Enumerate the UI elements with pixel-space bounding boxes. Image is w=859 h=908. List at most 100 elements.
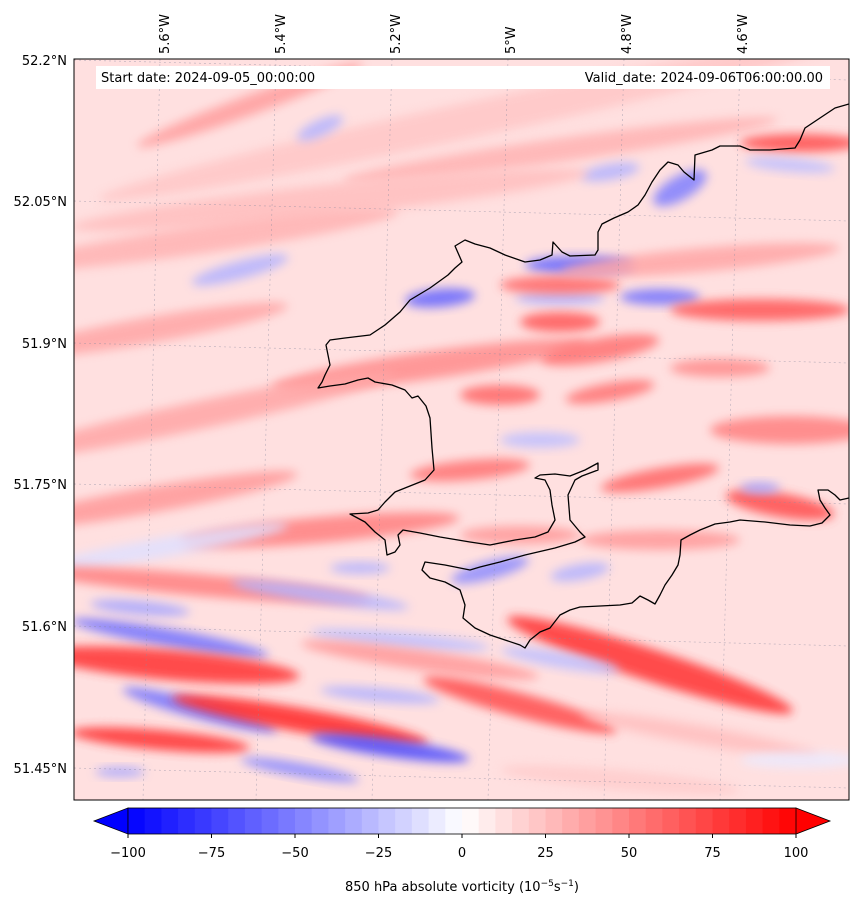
- negative-vorticity-band: [74, 523, 289, 573]
- lat-label: 51.45°N: [14, 762, 67, 777]
- positive-vorticity-band: [342, 117, 778, 183]
- lat-label: 52.05°N: [14, 195, 67, 210]
- cbar-tick-label: 25: [537, 846, 554, 861]
- meridian-line: [255, 59, 277, 800]
- plot-area: Start date: 2024-09-05_00:00:00 Valid_da…: [73, 58, 850, 801]
- positive-vorticity-band: [74, 727, 250, 753]
- meridian-line: [487, 59, 509, 800]
- colorbar-segment: [328, 808, 346, 834]
- colorbar-segment: [228, 808, 246, 834]
- colorbar-segment: [378, 808, 396, 834]
- colorbar-segment: [311, 808, 329, 834]
- colorbar-segment: [662, 808, 680, 834]
- colorbar-max-extend: [795, 807, 832, 835]
- cbar-tick-label: 50: [621, 846, 638, 861]
- positive-vorticity-band: [74, 168, 589, 232]
- negative-vorticity-band: [451, 556, 529, 584]
- positive-vorticity-band: [500, 276, 620, 294]
- colorbar-segment: [679, 808, 697, 834]
- colorbar-segment: [779, 808, 797, 834]
- colorbar-segment: [345, 808, 363, 834]
- coastline-north: [317, 103, 849, 649]
- negative-vorticity-band: [745, 156, 835, 174]
- lat-label: 51.75°N: [14, 478, 67, 493]
- lon-label: 4.8°W: [620, 14, 635, 54]
- negative-vorticity-band: [95, 767, 145, 777]
- colorbar-tick-labels: −100 −75 −50 −25 0 25 50 75 100: [110, 846, 808, 861]
- positive-vorticity-band: [560, 242, 840, 278]
- colorbar-ticks: [127, 834, 797, 838]
- positive-vorticity-band: [507, 616, 793, 714]
- lon-label: 5.4°W: [274, 14, 289, 54]
- negative-vorticity-band: [405, 288, 475, 308]
- parallel-line: [74, 625, 849, 647]
- colorbar-segment: [578, 808, 597, 834]
- negative-vorticity-band: [515, 291, 605, 305]
- lat-label: 51.6°N: [22, 620, 67, 635]
- colorbar-segment: [411, 808, 430, 834]
- positive-vorticity-band: [423, 676, 617, 734]
- colorbar-segment: [161, 808, 179, 834]
- positive-vorticity-band: [171, 694, 429, 746]
- cbar-tick-label: 100: [784, 846, 809, 861]
- lon-label: 5°W: [504, 26, 519, 54]
- negative-vorticity-band: [620, 289, 700, 305]
- cbar-tick-label: 75: [704, 846, 721, 861]
- colorbar-segment: [695, 808, 713, 834]
- parallel-line: [74, 767, 849, 789]
- colorbar-segment: [645, 808, 663, 834]
- colorbar-segment: [762, 808, 780, 834]
- lon-label: 5.6°W: [158, 14, 173, 54]
- start-date-label: Start date: 2024-09-05_00:00:00: [101, 71, 315, 86]
- positive-vorticity-band: [725, 489, 835, 521]
- vorticity-field: [74, 59, 849, 795]
- cbar-tick-label: −75: [198, 846, 225, 861]
- positive-vorticity-band: [410, 458, 530, 482]
- colorbar-segment: [729, 808, 747, 834]
- negative-vorticity-band: [310, 733, 470, 763]
- negative-vorticity-band: [550, 562, 610, 582]
- colorbar-segment: [462, 808, 480, 834]
- positive-vorticity-band: [710, 416, 849, 444]
- meridian-line: [142, 59, 161, 800]
- parallel-line: [74, 200, 849, 222]
- colorbar-segment: [595, 808, 613, 834]
- colorbar-segment: [478, 808, 496, 834]
- colorbar-segment: [278, 808, 296, 834]
- negative-vorticity-band: [310, 628, 490, 652]
- cbar-tick-label: −100: [110, 846, 146, 861]
- colorbar-segment: [512, 808, 530, 834]
- negative-vorticity-band: [580, 162, 640, 182]
- colorbar-segment: [395, 808, 413, 834]
- positive-vorticity-band: [74, 646, 300, 684]
- colorbar-segment: [178, 808, 196, 834]
- positive-vorticity-band: [600, 463, 720, 493]
- colorbar-segment: [244, 808, 263, 834]
- colorbar-segment: [528, 808, 546, 834]
- colorbar-segment: [428, 808, 446, 834]
- colorbar-segment: [712, 808, 730, 834]
- colorbar-segment: [211, 808, 229, 834]
- colorbar-segment: [361, 808, 379, 834]
- valid-date-label: Valid_date: 2024-09-06T06:00:00.00: [585, 71, 823, 86]
- lat-label: 51.9°N: [22, 337, 67, 352]
- colorbar-segment: [261, 808, 279, 834]
- colorbar-segment: [445, 808, 463, 834]
- negative-vorticity-band: [191, 254, 289, 286]
- positive-vorticity-band: [74, 302, 288, 358]
- positive-vorticity-band: [74, 371, 396, 459]
- lat-label: 52.2°N: [22, 54, 67, 69]
- latitude-labels: 52.2°N 52.05°N 51.9°N 51.75°N 51.6°N 51.…: [14, 54, 67, 777]
- colorbar-segment: [144, 808, 162, 834]
- meridian-line: [719, 59, 741, 800]
- positive-vorticity-band: [565, 380, 655, 404]
- negative-vorticity-band: [90, 599, 190, 617]
- positive-vorticity-band: [520, 312, 600, 332]
- negative-vorticity-band: [330, 562, 390, 574]
- positive-vorticity-band: [580, 530, 740, 550]
- colorbar-label: 850 hPa absolute vorticity (10−5s−1): [345, 879, 579, 895]
- cbar-tick-label: −50: [281, 846, 308, 861]
- colorbar-segment: [495, 808, 513, 834]
- positive-vorticity-band: [540, 334, 660, 366]
